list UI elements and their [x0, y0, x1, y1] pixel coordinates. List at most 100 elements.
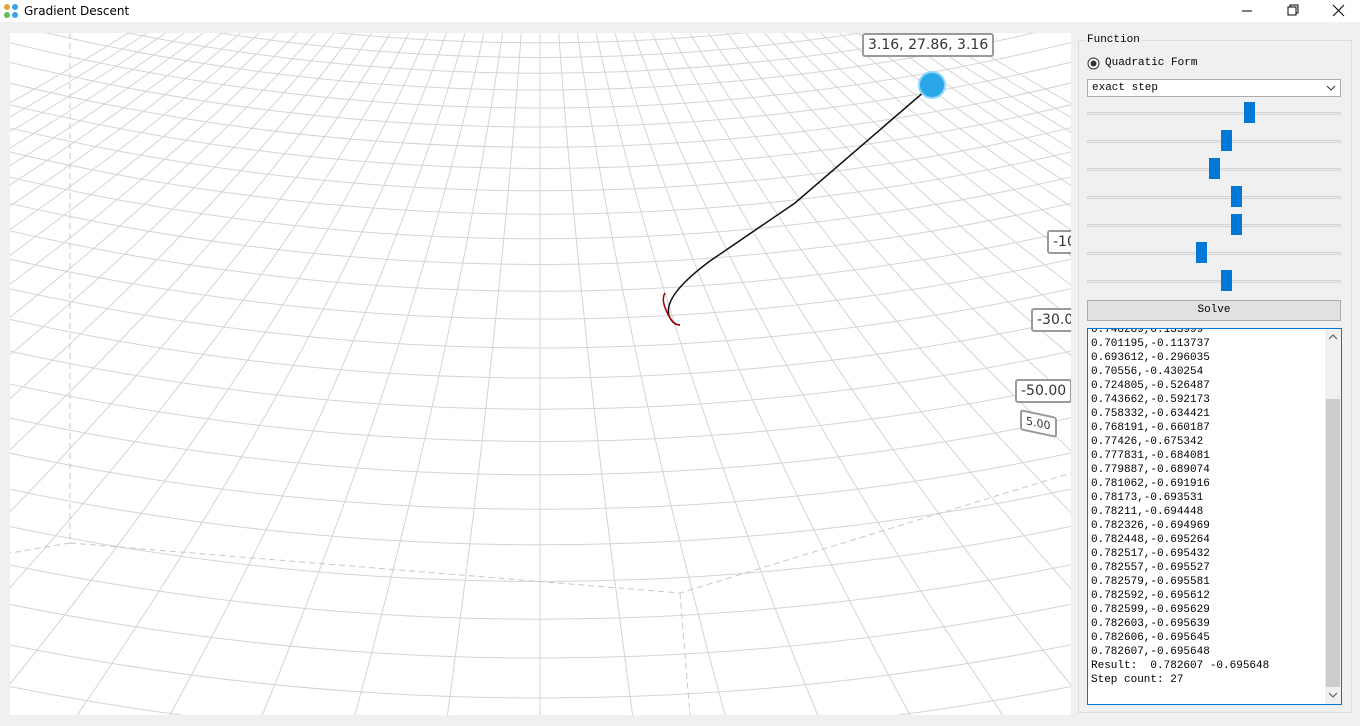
slider-handle[interactable]: [1231, 214, 1243, 235]
grid-ray: [894, 33, 1071, 150]
slider-track: [1087, 252, 1341, 255]
bounding-box: [10, 33, 1071, 715]
grid-ray: [10, 33, 373, 451]
log-line: 0.782579,-0.695581: [1091, 576, 1210, 588]
window-title: Gradient Descent: [24, 4, 130, 18]
grid-ray: [876, 33, 1071, 167]
grid-ray: [857, 33, 1071, 187]
grid-ray: [595, 33, 819, 715]
log-line: 0.779887,-0.689074: [1091, 464, 1210, 476]
slider-track: [1087, 224, 1341, 227]
slider-track: [1087, 112, 1341, 115]
log-line: 0.782557,-0.695527: [1091, 562, 1210, 574]
grid-ray: [932, 33, 1071, 118]
log-line: 0.77426,-0.675342: [1091, 436, 1204, 448]
grid-ray: [763, 33, 1071, 319]
grid-ray: [950, 33, 1071, 104]
plot-3d[interactable]: 3.16, 27.86, 3.16-10-30.0-50.005.00: [10, 33, 1071, 715]
grid-ray: [707, 33, 1071, 452]
log-text: 0.748289,0.133999 0.701195,-0.113737 0.693…: [1091, 328, 1270, 687]
grid-ray: [354, 33, 504, 715]
grid-ray: [614, 33, 911, 715]
log-line: 0.693612,-0.296035: [1091, 352, 1210, 364]
current-point: [918, 71, 946, 99]
log-line: 0.768191,-0.660187: [1091, 422, 1210, 434]
title-bar: Gradient Descent: [0, 0, 1360, 22]
group-frame: [1078, 40, 1352, 713]
grid-ray: [558, 33, 634, 715]
log-line: 0.782603,-0.695639: [1091, 618, 1210, 630]
log-line: 0.78173,-0.693531: [1091, 492, 1204, 504]
grid-ray: [689, 33, 1071, 514]
grid-ray: [446, 33, 522, 715]
slider-track: [1087, 140, 1341, 143]
log-line: 0.701195,-0.113737: [1091, 338, 1210, 350]
log-line: 0.724805,-0.526487: [1091, 380, 1210, 392]
grid-ray: [633, 33, 1004, 715]
window-buttons[interactable]: [1230, 0, 1360, 22]
slider-handle[interactable]: [1231, 186, 1243, 207]
log-result: Result: 0.782607 -0.695648: [1091, 660, 1270, 672]
grid-ray: [745, 33, 1071, 357]
scene-label: -30.0: [1031, 308, 1071, 332]
grid-ray: [10, 33, 204, 167]
grid-ray: [10, 33, 317, 318]
grid-ray: [261, 33, 485, 715]
combo-arrow: [1326, 85, 1336, 91]
grid-ray: [169, 33, 466, 715]
log-line: 0.743662,-0.592173: [1091, 394, 1210, 406]
side-panel: Function Quadratic Form: [1078, 33, 1352, 713]
log-line: 0.70556,-0.430254: [1091, 366, 1204, 378]
log-box: 0.748289,0.133999 0.701195,-0.113737 0.693…: [1087, 328, 1342, 705]
log-line: 0.782599,-0.695629: [1091, 604, 1210, 616]
log-line: 0.782326,-0.694969: [1091, 520, 1210, 532]
grid-ray: [10, 33, 279, 256]
group-title: Function: [1086, 34, 1141, 46]
grid-ray: [10, 33, 335, 356]
log-line: 0.782448,-0.695264: [1091, 534, 1210, 546]
grid-ray: [576, 33, 726, 715]
grid-ray: [670, 33, 1071, 590]
log-line: 0.78211,-0.694448: [1091, 506, 1204, 518]
scrollbar[interactable]: [1325, 329, 1341, 704]
grid-ray: [10, 33, 186, 149]
grid-ray: [10, 33, 354, 400]
slider-track: [1087, 280, 1341, 283]
log-line: 0.781062,-0.691916: [1091, 478, 1210, 490]
grid-ray: [10, 33, 410, 589]
scroll-down[interactable]: [1328, 691, 1338, 699]
grid-ray: [913, 33, 1071, 133]
grid-ray: [76, 33, 447, 715]
combo-text: exact step: [1092, 82, 1159, 94]
log-line: 0.748289,0.133999: [1091, 328, 1204, 336]
grid-ray: [10, 33, 242, 207]
log-line: 0.758332,-0.634421: [1091, 408, 1210, 420]
grid-ray: [10, 33, 148, 118]
scroll-up[interactable]: [1328, 333, 1338, 341]
surface-grid: [10, 33, 1071, 715]
app-icon: [4, 4, 18, 18]
solve-button[interactable]: Solve: [1087, 300, 1341, 321]
grid-ray: [10, 33, 223, 186]
slider-handle[interactable]: [1208, 158, 1220, 179]
grid-ray: [726, 33, 1071, 401]
log-line: 0.782606,-0.695645: [1091, 632, 1210, 644]
grid-ray: [10, 33, 391, 513]
radio-label[interactable]: Quadratic Form: [1105, 57, 1198, 69]
slider-handle[interactable]: [1195, 242, 1207, 263]
slider-handle[interactable]: [1221, 270, 1233, 291]
scene-label: 3.16, 27.86, 3.16: [862, 33, 995, 57]
grid-ray: [820, 33, 1071, 231]
radio-button[interactable]: [1087, 57, 1100, 70]
grid-ray: [10, 33, 429, 685]
scroll-thumb[interactable]: [1326, 399, 1340, 687]
slider-handle[interactable]: [1244, 102, 1256, 123]
log-line: 0.782517,-0.695432: [1091, 548, 1210, 560]
method-combo[interactable]: exact step: [1087, 79, 1341, 97]
log-step-count: Step count: 27: [1091, 674, 1184, 686]
log-line: 0.777831,-0.684081: [1091, 450, 1210, 462]
grid-ray: [10, 33, 167, 133]
slider-handle[interactable]: [1221, 130, 1233, 151]
slider-track: [1087, 196, 1341, 199]
